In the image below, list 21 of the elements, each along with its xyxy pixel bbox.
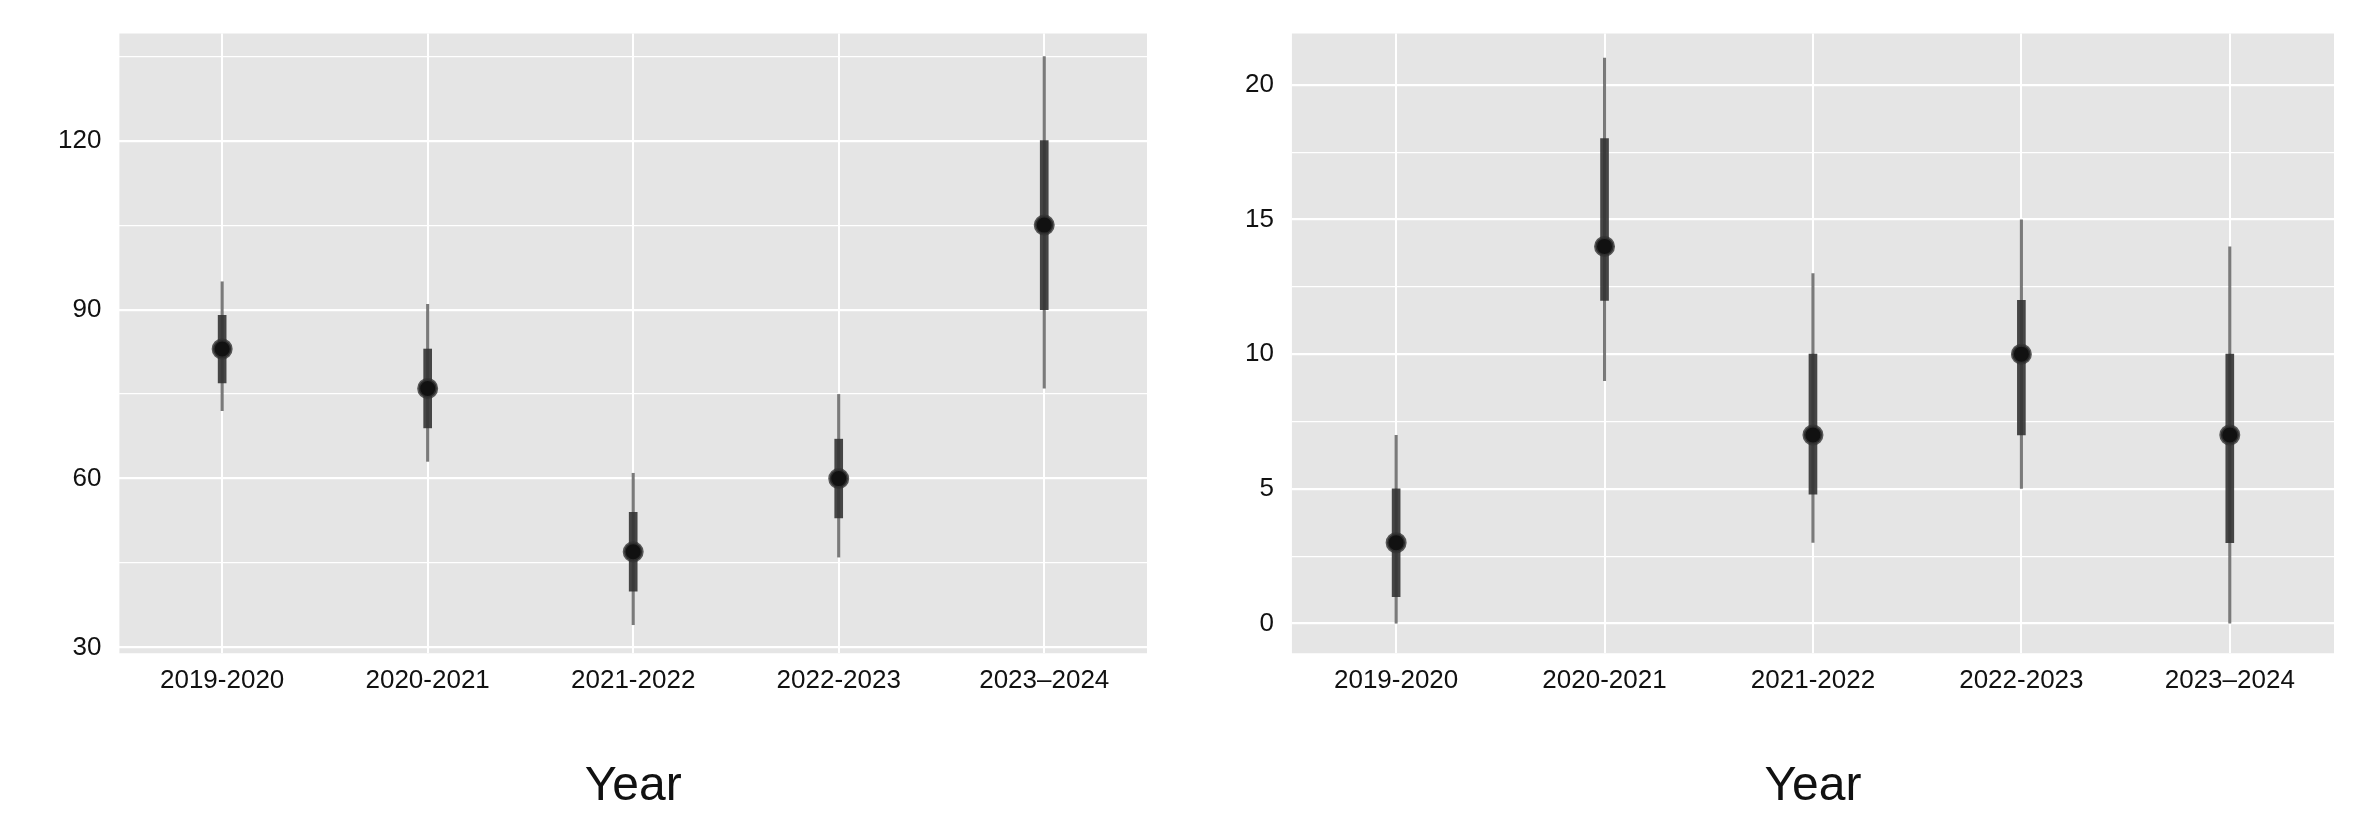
x-tick-label: 2021-2022 [1750, 663, 1876, 694]
x-tick-label: 2020-2021 [365, 663, 490, 694]
x-tick-label: 2021-2022 [571, 663, 696, 694]
y-tick-label: 90 [72, 292, 102, 323]
x-axis-title: Year [584, 757, 682, 811]
y-tick-label: 5 [1259, 472, 1274, 503]
y-tick-label: 30 [72, 630, 102, 661]
x-tick-label: 2022-2023 [1959, 663, 2084, 694]
y-tick-label: 60 [72, 461, 102, 492]
x-tick-label: 2020-2021 [1542, 663, 1667, 694]
x-axis-title: Year [1764, 757, 1862, 811]
y-tick-label: 15 [1245, 202, 1274, 233]
x-tick-label: 2023–2024 [2164, 663, 2295, 694]
y-tick-label: 20 [1245, 67, 1274, 98]
x-tick-label: 2022-2023 [776, 663, 901, 694]
y-tick-label: 0 [1259, 606, 1274, 637]
x-tick-label: 2019-2020 [159, 663, 285, 694]
x-tick-label: 2019-2020 [1333, 663, 1459, 694]
y-tick-label: 120 [57, 123, 102, 154]
x-tick-label: 2023–2024 [979, 663, 1110, 694]
y-tick-label: 10 [1245, 337, 1274, 368]
